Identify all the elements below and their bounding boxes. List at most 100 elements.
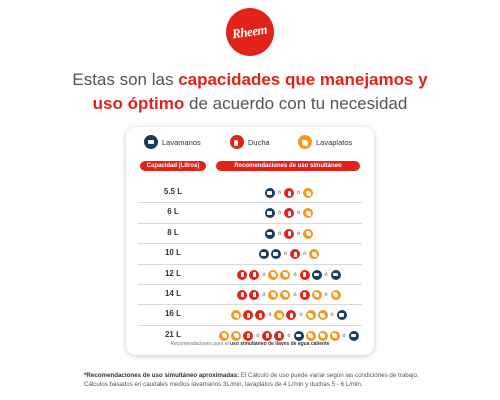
legend-label: Lavamanos (162, 137, 201, 147)
headline-highlight1: capacidades que manejamos y (178, 70, 428, 89)
shower-icon (249, 269, 260, 280)
shower-icon (290, 249, 300, 260)
header-recommendations: Recomendaciones de uso simultáneo (216, 161, 360, 171)
table-row: 21 L ó ó ó (138, 326, 362, 346)
or-separator: ó (297, 190, 301, 196)
rheem-logo: Rheem (226, 8, 274, 56)
capacity-value: 12 L (164, 268, 181, 278)
capacity-value: 8 L (167, 227, 179, 237)
or-separator: ó (283, 251, 287, 258)
shower-icon (284, 208, 294, 219)
dishwasher-icon (231, 330, 242, 341)
or-separator: ó (268, 312, 272, 319)
shower-icon (262, 330, 273, 341)
logo-text: Rheem (231, 21, 269, 42)
or-separator: ó (277, 210, 281, 217)
shower-icon (249, 289, 260, 300)
headline-part1: Estas son las (72, 70, 179, 89)
shower-icon (243, 310, 254, 321)
card-note-bold: uso simultáneo de llaves de agua calient… (230, 341, 330, 347)
or-separator: ó (324, 291, 328, 298)
card-note-prefix: Recomendaciones para el (170, 341, 230, 347)
or-separator: ó (303, 251, 307, 258)
sink-icon (311, 269, 322, 280)
capacity-card: Lavamanos Ducha Lavaplatos Capacidad (Li… (126, 127, 374, 355)
shower-icon (274, 330, 285, 341)
capacity-value: 10 L (164, 248, 181, 258)
footnote: *Recomendaciones de uso simultáneo aprox… (84, 372, 426, 389)
footnote-bold: *Recomendaciones de uso simultáneo aprox… (84, 372, 240, 379)
capacity-value: 6 L (167, 207, 179, 217)
dishwasher-icon (298, 135, 312, 149)
dishwasher-icon (330, 289, 341, 300)
sink-icon (336, 310, 347, 321)
dishwasher-icon (280, 269, 291, 280)
shower-icon (230, 135, 244, 149)
dishwasher-icon (303, 228, 314, 239)
shower-icon (299, 289, 310, 300)
or-separator: ó (287, 332, 291, 339)
dishwasher-icon (219, 330, 230, 341)
dishwasher-icon (305, 330, 316, 341)
headline-highlight2: uso óptimo (92, 94, 185, 113)
sink-icon (264, 228, 275, 239)
shower-icon (237, 289, 248, 300)
or-separator: ó (324, 271, 328, 278)
or-separator: ó (256, 332, 260, 339)
legend-item-lavaplatos: Lavaplatos (298, 135, 352, 149)
headline-part2: de acuerdo con tu necesidad (184, 94, 408, 113)
dishwasher-icon (303, 208, 314, 219)
capacity-value: 21 L (164, 329, 181, 339)
sink-icon (144, 135, 158, 149)
or-separator: ó (293, 291, 297, 298)
legend-label: Lavaplatos (316, 137, 353, 147)
or-separator: ó (330, 312, 334, 319)
shower-icon (255, 310, 266, 321)
sink-icon (258, 249, 269, 260)
shower-icon (284, 228, 294, 239)
shower-icon (299, 269, 310, 280)
dishwasher-icon (317, 330, 328, 341)
or-separator: ó (262, 291, 266, 298)
legend-item-ducha: Ducha (230, 135, 270, 149)
dishwasher-icon (317, 310, 328, 321)
shower-icon (286, 310, 297, 321)
table-row: 16 L ó ó ó (138, 305, 362, 326)
or-separator: ó (297, 230, 301, 237)
shower-icon (284, 188, 294, 198)
or-separator: ó (277, 230, 281, 237)
or-separator: ó (297, 210, 301, 217)
or-separator: ó (342, 332, 346, 339)
header-capacity: Capacidad (Litros) (140, 161, 206, 171)
or-separator: ó (262, 271, 266, 278)
sink-icon (330, 269, 341, 280)
or-separator: ó (277, 190, 281, 196)
table-row: 12 L ó ó ó (138, 265, 362, 285)
dishwasher-icon (329, 330, 340, 341)
capacity-value: 16 L (164, 309, 181, 319)
legend-label: Ducha (248, 137, 270, 147)
headline: Estas son las capacidades que manejamos … (40, 68, 460, 116)
sink-icon (293, 330, 304, 341)
dishwasher-icon (231, 310, 242, 321)
dishwasher-icon (268, 269, 279, 280)
sink-icon (264, 188, 275, 198)
dishwasher-icon (305, 310, 316, 321)
or-separator: ó (293, 271, 297, 278)
legend: Lavamanos Ducha Lavaplatos (126, 135, 374, 155)
sink-icon (348, 330, 359, 341)
card-note: Recomendaciones para el uso simultáneo d… (126, 341, 374, 347)
legend-item-lavamanos: Lavamanos (144, 135, 201, 149)
dishwasher-icon (280, 289, 291, 300)
